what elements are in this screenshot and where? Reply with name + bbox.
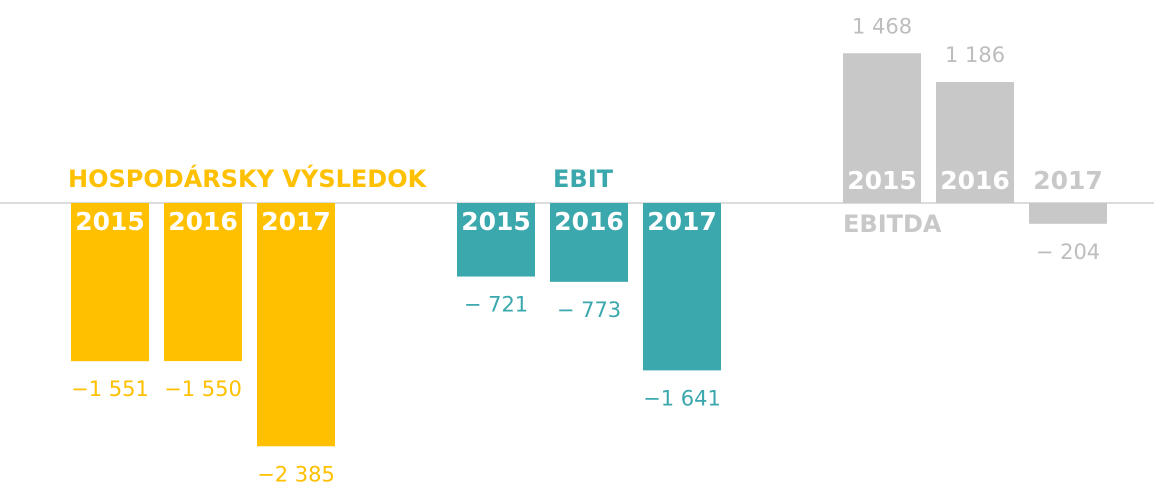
bar [843,53,921,203]
series-name: HOSPODÁRSKY VÝSLEDOK [68,163,428,193]
bar [643,203,721,371]
bar [257,203,335,447]
bar [457,203,535,277]
series-name: EBIT [553,165,614,193]
bar [71,203,149,362]
value-label: − 204 [1036,240,1100,264]
value-label: − 773 [557,298,621,322]
bar-year-label: 2016 [554,207,624,236]
bar-year-label: 2015 [847,166,917,195]
bar-year-label: 2016 [168,207,238,236]
value-label: −1 551 [71,377,149,401]
bar [936,82,1014,203]
bar-year-label: 2017 [261,207,331,236]
bar [1029,203,1107,224]
value-label: − 721 [464,293,528,317]
value-label: −1 641 [643,386,721,410]
bar-year-label: 2017 [1033,166,1103,195]
value-label: 1 186 [945,43,1005,67]
value-label: −2 385 [257,462,335,486]
bar-year-label: 2016 [940,166,1010,195]
bar-year-label: 2015 [75,207,145,236]
bar-year-label: 2017 [647,207,717,236]
value-label: 1 468 [852,14,912,38]
series-name: EBITDA [843,210,942,238]
bar [164,203,242,362]
value-label: −1 550 [164,377,242,401]
bar-year-label: 2015 [461,207,531,236]
bar [550,203,628,282]
